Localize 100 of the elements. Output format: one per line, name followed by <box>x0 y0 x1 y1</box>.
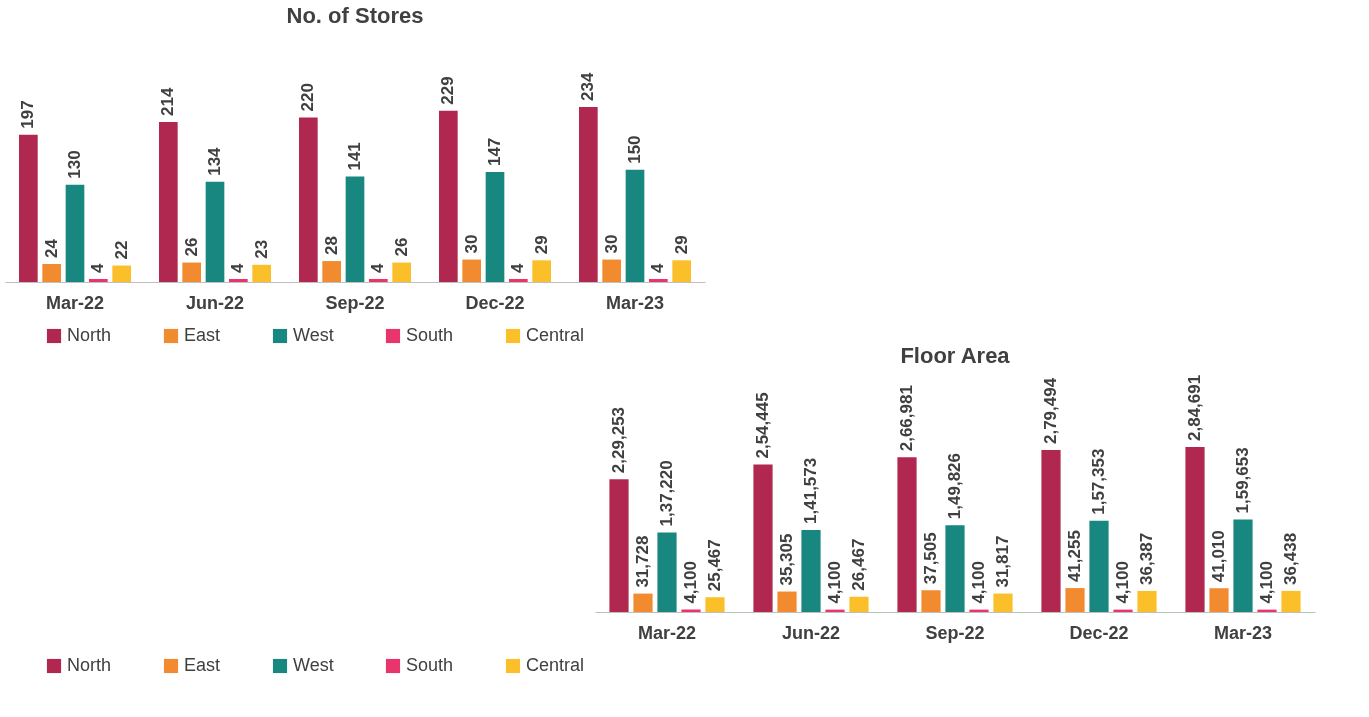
bar <box>462 259 481 282</box>
legend-label: East <box>184 655 221 675</box>
legend-label: Central <box>526 325 585 345</box>
data-label: 29 <box>531 235 551 255</box>
bar <box>19 134 38 282</box>
legend-label: South <box>406 325 454 345</box>
data-label: 2,84,691 <box>1185 374 1204 441</box>
data-label: 4,100 <box>681 561 700 604</box>
bar <box>322 261 341 282</box>
data-label: 4 <box>228 263 248 274</box>
legend-label: Central <box>526 655 585 675</box>
bar <box>801 529 821 612</box>
data-label: 234 <box>578 72 598 101</box>
data-label: 150 <box>625 135 644 164</box>
x-tick-label: Dec-22 <box>1069 622 1129 643</box>
data-label: 4 <box>648 263 668 274</box>
bar <box>1089 520 1109 612</box>
data-label: 2,79,494 <box>1041 377 1060 445</box>
data-label: 4 <box>88 263 108 274</box>
data-label: 23 <box>251 239 271 259</box>
data-label: 1,59,653 <box>1233 447 1252 514</box>
x-tick-label: Jun-22 <box>185 292 245 313</box>
data-label: 4,100 <box>1113 561 1132 604</box>
legend-label: North <box>67 325 112 345</box>
bar <box>112 265 131 282</box>
data-label: 130 <box>65 150 84 179</box>
data-label: 134 <box>205 146 224 176</box>
data-label: 26,467 <box>849 538 868 591</box>
bar <box>1137 590 1157 612</box>
data-label: 30 <box>601 234 621 254</box>
data-label: 141 <box>345 142 364 171</box>
bar <box>753 464 773 612</box>
bar <box>921 590 941 612</box>
x-tick-label: Sep-22 <box>325 292 385 313</box>
data-label: 4,100 <box>825 561 844 604</box>
bar <box>89 279 108 282</box>
data-label: 4,100 <box>1257 561 1276 604</box>
bar <box>672 260 691 282</box>
bar <box>945 525 965 612</box>
x-tick-label: Dec-22 <box>465 292 525 313</box>
data-label: 4 <box>508 263 528 274</box>
bar <box>625 169 645 282</box>
data-label: 25,467 <box>705 539 724 592</box>
data-label: 1,57,353 <box>1089 448 1108 515</box>
bar <box>1041 450 1061 612</box>
bar <box>532 260 551 282</box>
data-label: 2,54,445 <box>753 392 772 459</box>
legend-label: South <box>406 655 454 675</box>
bar <box>369 279 388 282</box>
x-tick-label: Mar-23 <box>605 292 665 313</box>
data-label: 28 <box>321 236 341 256</box>
bar <box>205 181 225 282</box>
data-label: 35,305 <box>777 533 796 586</box>
bar <box>849 596 869 612</box>
bar <box>657 532 677 612</box>
data-label: 26 <box>181 237 201 257</box>
data-label: 31,728 <box>633 535 652 588</box>
bar <box>579 107 598 282</box>
bar <box>633 593 653 612</box>
data-label: 214 <box>158 87 178 116</box>
bar <box>229 279 248 282</box>
bar <box>1281 590 1301 612</box>
x-tick-label: Jun-22 <box>781 622 841 643</box>
data-label: 24 <box>41 238 61 259</box>
data-label: 30 <box>461 234 481 254</box>
bar <box>42 264 61 282</box>
bar <box>65 184 85 282</box>
bar <box>649 279 668 282</box>
data-label: 2,29,253 <box>609 406 628 474</box>
bar <box>993 593 1013 612</box>
bar <box>345 176 365 282</box>
bar <box>159 121 178 282</box>
bar <box>1209 588 1229 612</box>
x-tick-label: Sep-22 <box>925 622 985 643</box>
x-tick-label: Mar-22 <box>45 292 105 313</box>
data-label: 36,438 <box>1281 532 1300 585</box>
data-label: 36,387 <box>1137 532 1156 585</box>
chart-title: Floor Area <box>900 343 1011 368</box>
bar <box>299 117 318 282</box>
bar <box>1065 588 1085 612</box>
data-label: 22 <box>111 240 131 260</box>
data-label: 4 <box>368 263 388 274</box>
data-label: 1,37,220 <box>657 460 676 527</box>
data-label: 147 <box>485 137 504 167</box>
bar <box>1185 447 1205 612</box>
data-label: 31,817 <box>993 535 1012 588</box>
x-tick-label: Mar-23 <box>1213 622 1273 643</box>
legend-label: North <box>67 655 112 675</box>
data-label: 41,010 <box>1209 530 1228 583</box>
data-label: 2,66,981 <box>897 385 916 452</box>
chart-title: No. of Stores <box>286 3 424 28</box>
bar <box>439 110 458 282</box>
bar <box>705 597 725 612</box>
bar <box>602 259 621 282</box>
bar <box>609 479 629 612</box>
legend-label: West <box>293 655 334 675</box>
legend-label: West <box>293 325 334 345</box>
legend-label: East <box>184 325 221 345</box>
data-label: 229 <box>438 76 458 105</box>
data-label: 26 <box>391 237 411 257</box>
